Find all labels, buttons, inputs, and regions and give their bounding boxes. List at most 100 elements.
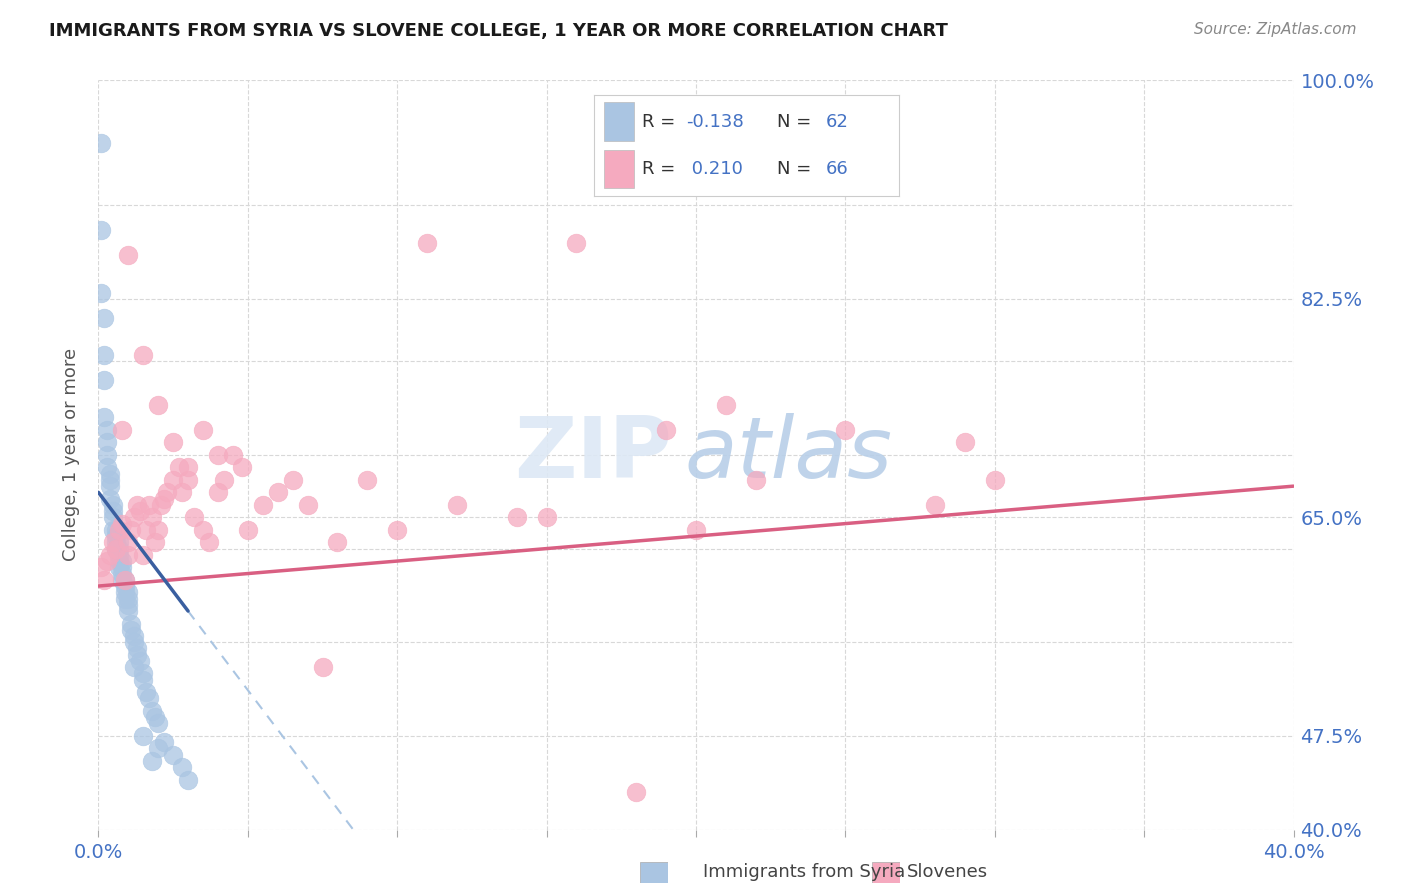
Point — [114, 573, 136, 587]
Point — [114, 579, 136, 593]
Point — [297, 498, 319, 512]
Point — [117, 604, 139, 618]
Text: IMMIGRANTS FROM SYRIA VS SLOVENE COLLEGE, 1 YEAR OR MORE CORRELATION CHART: IMMIGRANTS FROM SYRIA VS SLOVENE COLLEGE… — [49, 22, 948, 40]
Point — [141, 704, 163, 718]
Text: atlas: atlas — [685, 413, 891, 497]
Point — [385, 523, 409, 537]
Point — [132, 548, 155, 562]
Point — [183, 510, 205, 524]
Point — [141, 754, 163, 768]
Y-axis label: College, 1 year or more: College, 1 year or more — [62, 349, 80, 561]
Point — [655, 423, 678, 437]
Point — [93, 373, 115, 387]
Point — [626, 785, 648, 799]
Point — [326, 535, 349, 549]
Point — [108, 535, 131, 549]
Point — [98, 467, 122, 481]
Point — [127, 641, 149, 656]
Point — [108, 523, 131, 537]
Point — [103, 498, 125, 512]
Point — [138, 691, 160, 706]
Point — [111, 516, 134, 531]
Point — [98, 473, 122, 487]
Point — [114, 585, 136, 599]
Point — [124, 660, 146, 674]
Point — [105, 523, 128, 537]
Point — [132, 666, 155, 681]
Text: Source: ZipAtlas.com: Source: ZipAtlas.com — [1194, 22, 1357, 37]
Point — [120, 623, 142, 637]
Point — [117, 591, 139, 606]
Point — [141, 510, 163, 524]
Point — [135, 523, 157, 537]
Point — [103, 535, 125, 549]
Point — [96, 423, 118, 437]
Point — [236, 523, 259, 537]
Point — [127, 648, 149, 662]
Point — [108, 541, 131, 556]
Point — [108, 560, 131, 574]
Point — [153, 735, 176, 749]
Text: Slovenes: Slovenes — [907, 863, 988, 881]
Point — [714, 398, 737, 412]
Point — [103, 510, 125, 524]
Point — [143, 710, 166, 724]
Point — [172, 760, 194, 774]
Point — [90, 560, 112, 574]
Point — [124, 629, 146, 643]
Text: Immigrants from Syria: Immigrants from Syria — [703, 863, 905, 881]
Point — [150, 498, 173, 512]
Point — [103, 504, 125, 518]
Point — [446, 498, 468, 512]
Point — [162, 473, 184, 487]
Point — [177, 460, 200, 475]
Point — [148, 523, 170, 537]
Point — [96, 448, 118, 462]
Point — [114, 573, 136, 587]
Point — [143, 535, 166, 549]
Point — [191, 523, 214, 537]
Point — [120, 523, 142, 537]
Point — [148, 398, 170, 412]
Point — [953, 435, 976, 450]
Point — [127, 498, 149, 512]
Point — [231, 460, 253, 475]
Point — [156, 485, 179, 500]
Point — [111, 554, 134, 568]
Point — [129, 654, 152, 668]
Point — [117, 598, 139, 612]
Point — [984, 473, 1007, 487]
Point — [108, 548, 131, 562]
Point — [93, 410, 115, 425]
Point — [177, 772, 200, 787]
Point — [90, 223, 112, 237]
Point — [356, 473, 378, 487]
Point — [153, 491, 176, 506]
Point — [108, 554, 131, 568]
Point — [198, 535, 221, 549]
Point — [267, 485, 290, 500]
Point — [132, 348, 155, 362]
Point — [93, 573, 115, 587]
Point — [222, 448, 245, 462]
Point — [138, 498, 160, 512]
Point — [111, 423, 134, 437]
Point — [117, 535, 139, 549]
Point — [924, 498, 946, 512]
Point — [98, 479, 122, 493]
Point — [90, 285, 112, 300]
Point — [281, 473, 304, 487]
Point — [148, 741, 170, 756]
Point — [172, 485, 194, 500]
Point — [135, 685, 157, 699]
Point — [212, 473, 235, 487]
Point — [191, 423, 214, 437]
Point — [105, 541, 128, 556]
Point — [311, 660, 333, 674]
Point — [117, 548, 139, 562]
Point — [105, 529, 128, 543]
Point — [111, 573, 134, 587]
Point — [117, 585, 139, 599]
Point — [506, 510, 529, 524]
Point — [177, 473, 200, 487]
